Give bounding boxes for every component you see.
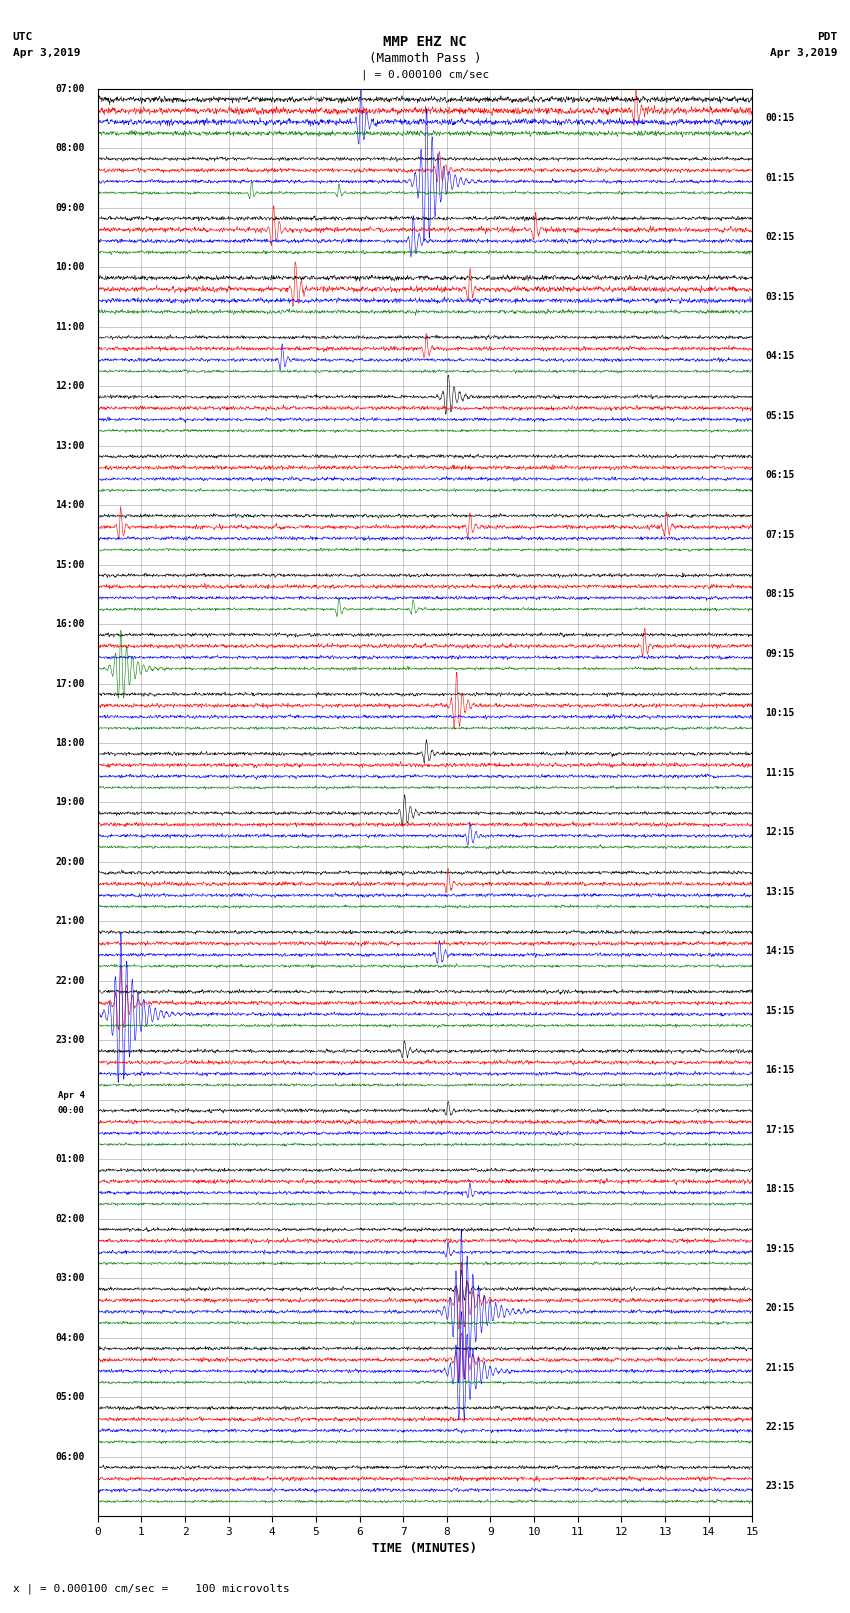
Text: 01:00: 01:00 — [55, 1155, 85, 1165]
Text: 20:15: 20:15 — [765, 1303, 795, 1313]
Text: 02:00: 02:00 — [55, 1215, 85, 1224]
Text: 23:15: 23:15 — [765, 1481, 795, 1492]
Text: 09:00: 09:00 — [55, 203, 85, 213]
Text: MMP EHZ NC: MMP EHZ NC — [383, 35, 467, 50]
Text: 06:15: 06:15 — [765, 471, 795, 481]
Text: 15:00: 15:00 — [55, 560, 85, 569]
Text: 01:15: 01:15 — [765, 173, 795, 182]
Text: 03:00: 03:00 — [55, 1273, 85, 1284]
Text: 21:00: 21:00 — [55, 916, 85, 926]
Text: 13:15: 13:15 — [765, 887, 795, 897]
Text: 05:15: 05:15 — [765, 411, 795, 421]
Text: 16:15: 16:15 — [765, 1065, 795, 1076]
Text: 09:15: 09:15 — [765, 648, 795, 658]
Text: 10:00: 10:00 — [55, 263, 85, 273]
Text: 04:00: 04:00 — [55, 1332, 85, 1342]
Text: x | = 0.000100 cm/sec =    100 microvolts: x | = 0.000100 cm/sec = 100 microvolts — [13, 1582, 290, 1594]
Text: 14:00: 14:00 — [55, 500, 85, 510]
Text: 12:00: 12:00 — [55, 381, 85, 390]
Text: Apr 4: Apr 4 — [58, 1090, 85, 1100]
Text: 06:00: 06:00 — [55, 1452, 85, 1461]
Text: 05:00: 05:00 — [55, 1392, 85, 1402]
Text: 18:15: 18:15 — [765, 1184, 795, 1194]
Text: 00:00: 00:00 — [58, 1107, 85, 1115]
Text: 07:15: 07:15 — [765, 529, 795, 540]
Text: 08:15: 08:15 — [765, 589, 795, 600]
Text: 21:15: 21:15 — [765, 1363, 795, 1373]
Text: 18:00: 18:00 — [55, 739, 85, 748]
Text: 14:15: 14:15 — [765, 947, 795, 957]
Text: 10:15: 10:15 — [765, 708, 795, 718]
Text: 11:15: 11:15 — [765, 768, 795, 777]
Text: 12:15: 12:15 — [765, 827, 795, 837]
Text: 13:00: 13:00 — [55, 440, 85, 450]
Text: 17:15: 17:15 — [765, 1124, 795, 1134]
Text: 08:00: 08:00 — [55, 144, 85, 153]
Text: 22:15: 22:15 — [765, 1423, 795, 1432]
Text: Apr 3,2019: Apr 3,2019 — [13, 48, 80, 58]
Text: (Mammoth Pass ): (Mammoth Pass ) — [369, 52, 481, 65]
Text: 04:15: 04:15 — [765, 352, 795, 361]
Text: Apr 3,2019: Apr 3,2019 — [770, 48, 837, 58]
Text: PDT: PDT — [817, 32, 837, 42]
Text: 19:15: 19:15 — [765, 1244, 795, 1253]
Text: 15:15: 15:15 — [765, 1005, 795, 1016]
Text: 07:00: 07:00 — [55, 84, 85, 94]
Text: 03:15: 03:15 — [765, 292, 795, 302]
Text: | = 0.000100 cm/sec: | = 0.000100 cm/sec — [361, 69, 489, 81]
Text: 20:00: 20:00 — [55, 857, 85, 866]
Text: 16:00: 16:00 — [55, 619, 85, 629]
Text: 11:00: 11:00 — [55, 321, 85, 332]
Text: 17:00: 17:00 — [55, 679, 85, 689]
Text: 02:15: 02:15 — [765, 232, 795, 242]
Text: UTC: UTC — [13, 32, 33, 42]
Text: 19:00: 19:00 — [55, 797, 85, 808]
Text: 23:00: 23:00 — [55, 1036, 85, 1045]
Text: 00:15: 00:15 — [765, 113, 795, 124]
Text: 22:00: 22:00 — [55, 976, 85, 986]
X-axis label: TIME (MINUTES): TIME (MINUTES) — [372, 1542, 478, 1555]
